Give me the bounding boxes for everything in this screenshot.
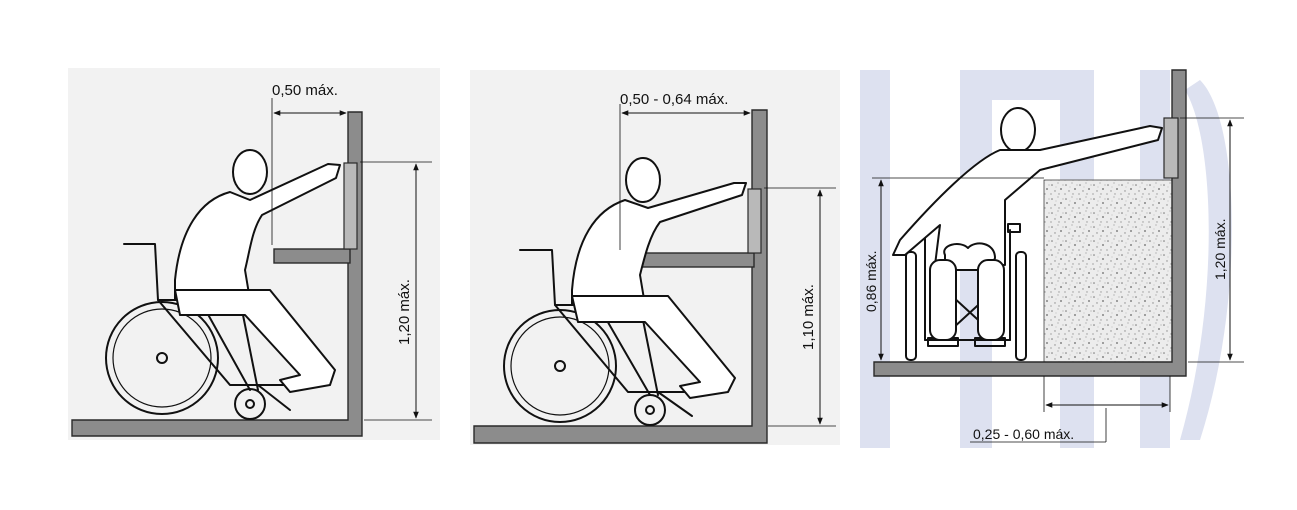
panel-3-left-leg [929, 259, 957, 341]
panel-1-frontal-reach: 0,50 máx. 1,20 máx. [68, 68, 440, 440]
panel-1-legs [174, 289, 336, 393]
panel-1-background [68, 68, 440, 440]
panel-2-torso-arm [571, 182, 747, 306]
panel-2-control-panel [747, 188, 762, 254]
panel-1-height-label: 1,20 máx. [396, 279, 413, 345]
panel-1-counter [273, 248, 351, 264]
panel-1-head [232, 149, 268, 195]
panel-3-right-leg [977, 259, 1005, 341]
panel-3-person [892, 107, 1163, 341]
panel-3-counter-block [1043, 179, 1173, 363]
panel-2-frontal-reach: 0,50 - 0,64 máx. 1,10 máx. [470, 70, 840, 445]
panel-2-person [571, 157, 747, 399]
panel-3-torso-arms [892, 125, 1163, 266]
panel-3-control-panel [1163, 117, 1179, 179]
panel-3-depth-label: 0,25 - 0,60 máx. [973, 426, 1074, 442]
panel-2-height-label: 1,10 máx. [800, 284, 817, 350]
panel-2-wall-floor [473, 109, 768, 444]
panel-2-head [625, 157, 661, 203]
panel-1-control-panel [343, 162, 358, 250]
panel-1-rear-wheel [105, 301, 219, 415]
panel-1-wall-floor [71, 111, 363, 437]
panel-3-seat-height-label: 0,86 máx. [863, 251, 879, 312]
panel-2-legs [571, 295, 736, 399]
panel-1-reach-label: 0,50 máx. [272, 82, 338, 99]
panel-3-side-reach: 0,86 máx. 1,20 máx. 0,25 - 0,60 máx. [857, 68, 1245, 450]
panel-1-person [174, 149, 341, 393]
panel-1-torso-arm [174, 163, 341, 301]
panel-3-head [1000, 107, 1036, 153]
panel-3-height-label: 1,20 máx. [1212, 219, 1228, 280]
panel-3-wall-floor [873, 69, 1187, 377]
panel-2-reach-label: 0,50 - 0,64 máx. [620, 91, 728, 108]
